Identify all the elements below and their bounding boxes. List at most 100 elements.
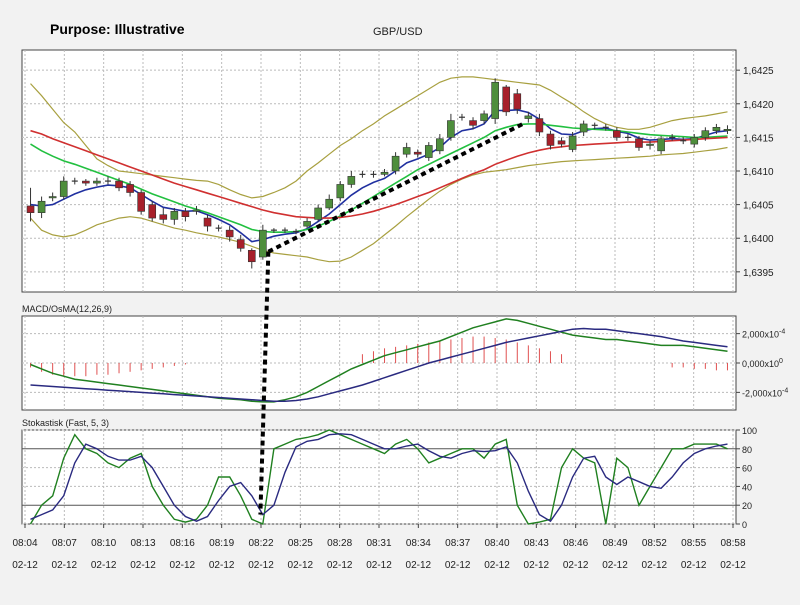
candle-body: [236, 239, 245, 249]
candle-body: [347, 176, 356, 185]
time-tick-label: 08:58: [720, 538, 745, 549]
price-tick-label: 1,6420: [743, 100, 774, 111]
time-tick-label: 08:13: [130, 538, 155, 549]
candle-body: [701, 130, 710, 138]
candle-body: [646, 143, 654, 146]
macd-tick-exponent: 0: [779, 358, 783, 365]
candle-body: [635, 138, 643, 148]
candle-body: [413, 151, 422, 155]
candle-body: [259, 229, 267, 258]
candle-body: [579, 123, 588, 133]
candle-body: [712, 127, 721, 131]
candle-body: [546, 133, 555, 146]
candle-body: [93, 180, 101, 184]
candle-body: [314, 207, 322, 220]
candle-body: [159, 214, 168, 220]
date-tick-label: 02-12: [484, 560, 510, 571]
ema_long-line: [30, 129, 728, 219]
chart-title: GBP/USD: [373, 26, 423, 38]
date-tick-label: 02-12: [130, 560, 156, 571]
date-tick-label: 02-12: [288, 560, 314, 571]
stochastic-tick-label: 40: [742, 482, 752, 492]
date-tick-label: 02-12: [681, 560, 707, 571]
price-tick-label: 1,6425: [743, 66, 774, 77]
macd-tick-exponent: -4: [782, 387, 788, 394]
candle-body: [336, 184, 345, 199]
trendline-annotation: [267, 122, 524, 254]
candle-body: [513, 93, 522, 110]
time-tick-label: 08:04: [12, 538, 37, 549]
candle-body: [148, 204, 157, 219]
stochastic-d-line: [30, 433, 728, 523]
stochastic-tick-label: 20: [742, 501, 752, 511]
candle-body: [325, 198, 334, 209]
date-tick-label: 02-12: [209, 560, 235, 571]
macd-line: [30, 318, 728, 403]
candle-body: [469, 120, 477, 126]
candle-body: [247, 250, 256, 263]
date-tick-label: 02-12: [524, 560, 550, 571]
candle-body: [203, 217, 212, 227]
stochastic-k-line: [29, 429, 728, 526]
price-tick-label: 1,6405: [743, 201, 774, 212]
candle-body: [480, 113, 488, 121]
time-tick-label: 08:40: [484, 538, 509, 549]
time-tick-label: 08:31: [366, 538, 391, 549]
time-tick-label: 08:43: [524, 538, 549, 549]
date-tick-label: 02-12: [170, 560, 196, 571]
price-tick-label: 1,6415: [743, 133, 774, 144]
candle-body: [436, 138, 444, 152]
candle-body: [26, 205, 35, 213]
time-tick-label: 08:37: [445, 538, 470, 549]
ema_mid-line: [30, 123, 728, 233]
macd-tick-label: 0,000x100: [742, 358, 783, 369]
macd-tick-label: -2,000x10-4: [742, 387, 788, 398]
candle-body: [137, 192, 145, 212]
candle-body: [391, 155, 400, 172]
date-tick-label: 02-12: [406, 560, 432, 571]
candle-body: [192, 209, 201, 212]
time-tick-label: 08:22: [248, 538, 273, 549]
time-tick-label: 08:25: [288, 538, 313, 549]
signal-line: [30, 327, 728, 402]
candle-body: [402, 147, 411, 155]
stochastic-tick-label: 60: [742, 464, 752, 474]
date-tick-label: 02-12: [563, 560, 589, 571]
price-tick-label: 1,6410: [743, 167, 774, 178]
date-tick-label: 02-12: [445, 560, 471, 571]
time-tick-label: 08:34: [406, 538, 431, 549]
date-tick-label: 02-12: [91, 560, 117, 571]
date-tick-label: 02-12: [248, 560, 274, 571]
date-tick-label: 02-12: [12, 560, 38, 571]
candle-body: [491, 81, 499, 119]
candle-body: [690, 137, 699, 145]
time-tick-label: 08:52: [642, 538, 667, 549]
date-tick-label: 02-12: [602, 560, 628, 571]
candle-body: [524, 115, 533, 119]
candle-body: [303, 221, 311, 227]
time-tick-label: 08:55: [681, 538, 706, 549]
candle-body: [613, 130, 621, 138]
date-tick-label: 02-12: [720, 560, 746, 571]
candle-body: [657, 138, 665, 152]
candle-body: [37, 200, 46, 213]
candle-body: [568, 135, 577, 150]
stochastic-tick-label: 100: [742, 426, 757, 436]
date-tick-label: 02-12: [327, 560, 353, 571]
date-tick-label: 02-12: [52, 560, 78, 571]
date-tick-label: 02-12: [642, 560, 668, 571]
candle-body: [82, 180, 90, 184]
time-tick-label: 08:28: [327, 538, 352, 549]
candle-body: [502, 86, 511, 113]
candle-body: [424, 145, 433, 158]
time-tick-label: 08:10: [91, 538, 116, 549]
candle-body: [170, 211, 179, 220]
candle-body: [59, 180, 68, 197]
bollinger_lower-line: [30, 146, 728, 263]
candle-body: [225, 229, 234, 238]
time-tick-label: 08:19: [209, 538, 234, 549]
candle-body: [115, 180, 123, 189]
date-tick-label: 02-12: [366, 560, 392, 571]
